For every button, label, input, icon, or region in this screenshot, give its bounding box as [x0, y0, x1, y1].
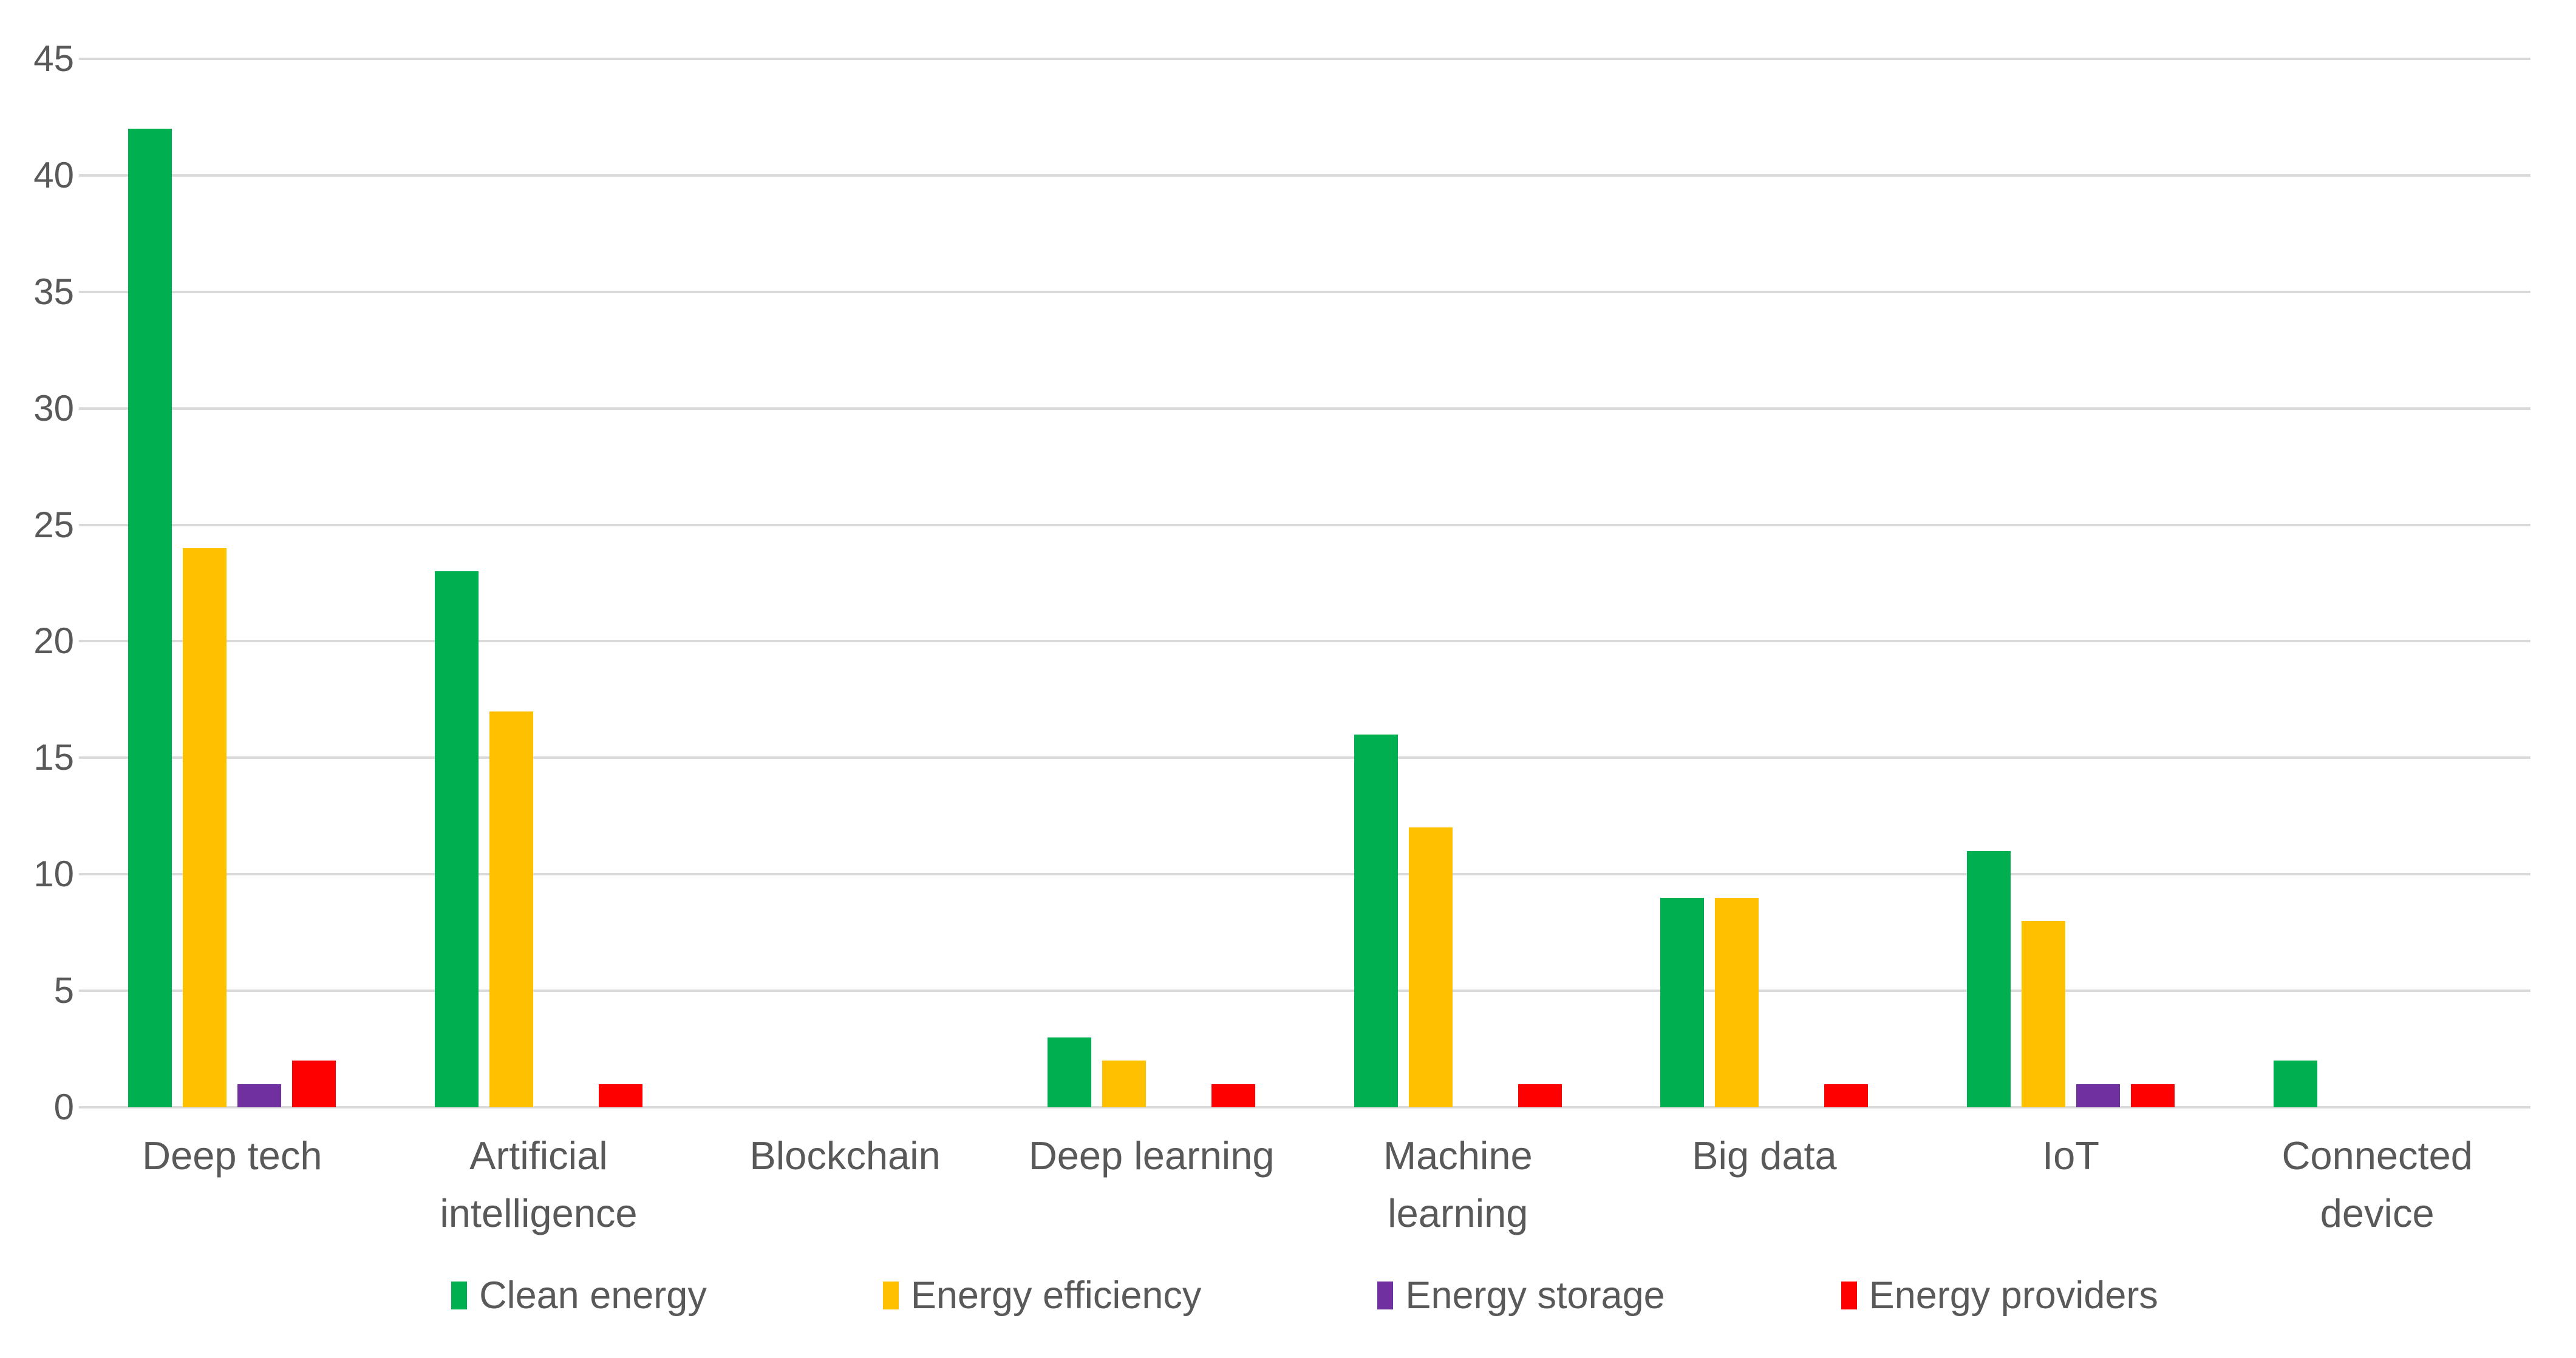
category-label-iot: IoT	[2042, 1133, 2100, 1178]
legend-item-energy-efficiency: Energy efficiency	[882, 1274, 1202, 1317]
legend-item-energy-providers: Energy providers	[1841, 1274, 2158, 1317]
y-tick-label-25: 25	[33, 504, 74, 545]
bar-energy-efficiency-iot	[2022, 920, 2066, 1107]
bar-group-blockchain	[692, 59, 998, 1107]
category-label-big-data: Big data	[1692, 1133, 1837, 1178]
bar-group-connected-device	[2224, 59, 2530, 1107]
gridline-40	[79, 174, 2530, 177]
bar-group-artificial-intelligence	[386, 59, 692, 1107]
category-label-deep-tech: Deep tech	[142, 1133, 322, 1178]
bar-energy-efficiency-artificial-intelligence	[489, 711, 533, 1107]
bar-clean-energy-deep-learning	[1048, 1037, 1092, 1107]
legend-item-energy-storage: Energy storage	[1377, 1274, 1665, 1317]
bar-energy-providers-big-data	[1824, 1084, 1869, 1107]
bar-energy-providers-iot	[2131, 1084, 2175, 1107]
category-label-connected-device: Connected device	[2281, 1133, 2473, 1235]
y-tick-label-10: 10	[33, 854, 74, 895]
category-label-blockchain: Blockchain	[749, 1133, 941, 1178]
gridline-10	[79, 873, 2530, 876]
legend-label-energy-efficiency: Energy efficiency	[910, 1274, 1202, 1317]
bar-energy-efficiency-deep-learning	[1102, 1061, 1147, 1107]
gridline-45	[79, 58, 2530, 60]
bar-energy-efficiency-deep-tech	[183, 548, 227, 1107]
bar-group-machine-learning	[1305, 59, 1612, 1107]
bar-energy-storage-deep-tech	[237, 1084, 282, 1107]
bar-clean-energy-iot	[1967, 850, 2011, 1107]
gridline-30	[79, 407, 2530, 410]
bar-group-deep-tech	[79, 59, 386, 1107]
bar-group-deep-learning	[998, 59, 1305, 1107]
y-tick-label-5: 5	[53, 970, 74, 1011]
bar-clean-energy-artificial-intelligence	[434, 571, 479, 1107]
gridline-5	[79, 990, 2530, 993]
bar-clean-energy-machine-learning	[1354, 734, 1398, 1107]
bar-clean-energy-big-data	[1660, 897, 1705, 1107]
category-label-deep-learning: Deep learning	[1028, 1133, 1275, 1178]
gridline-15	[79, 756, 2530, 759]
legend-label-energy-storage: Energy storage	[1405, 1274, 1665, 1317]
legend-swatch-clean-energy	[451, 1282, 468, 1309]
bar-energy-efficiency-big-data	[1715, 897, 1759, 1107]
bar-energy-providers-deep-tech	[292, 1061, 336, 1107]
legend-swatch-energy-storage	[1377, 1282, 1394, 1309]
bar-group-big-data	[1611, 59, 1918, 1107]
y-tick-label-40: 40	[33, 154, 74, 195]
bar-energy-storage-iot	[2076, 1084, 2121, 1107]
legend: Clean energy Energy efficiency Energy stor…	[79, 1274, 2530, 1317]
legend-item-clean-energy: Clean energy	[451, 1274, 707, 1317]
gridline-35	[79, 290, 2530, 293]
bar-energy-efficiency-machine-learning	[1408, 827, 1453, 1107]
bar-energy-providers-machine-learning	[1518, 1084, 1562, 1107]
y-tick-label-45: 45	[33, 38, 74, 79]
category-label-machine-learning: Machine learning	[1383, 1133, 1533, 1235]
bar-clean-energy-deep-tech	[128, 129, 172, 1107]
gridline-20	[79, 640, 2530, 643]
y-tick-label-30: 30	[33, 387, 74, 429]
legend-label-clean-energy: Clean energy	[479, 1274, 707, 1317]
bar-energy-providers-deep-learning	[1211, 1084, 1256, 1107]
gridline-25	[79, 523, 2530, 526]
gridline-0	[79, 1106, 2530, 1108]
legend-label-energy-providers: Energy providers	[1869, 1274, 2158, 1317]
legend-swatch-energy-providers	[1841, 1282, 1857, 1309]
y-tick-label-35: 35	[33, 271, 74, 312]
y-tick-label-15: 15	[33, 737, 74, 778]
bar-group-iot	[1918, 59, 2224, 1107]
y-tick-label-0: 0	[53, 1087, 74, 1127]
y-tick-label-20: 20	[33, 620, 74, 662]
legend-swatch-energy-efficiency	[882, 1282, 899, 1309]
bar-energy-providers-artificial-intelligence	[598, 1084, 642, 1107]
bar-clean-energy-connected-device	[2273, 1061, 2317, 1107]
category-label-artificial-intelligence: Artificial intelligence	[440, 1133, 638, 1235]
